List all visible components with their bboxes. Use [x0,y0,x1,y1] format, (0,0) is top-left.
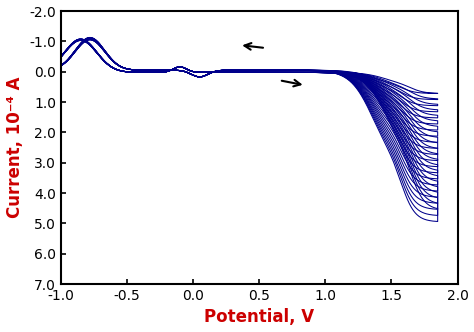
X-axis label: Potential, V: Potential, V [204,308,314,326]
Y-axis label: Current, 10⁻⁴ A: Current, 10⁻⁴ A [6,77,24,218]
